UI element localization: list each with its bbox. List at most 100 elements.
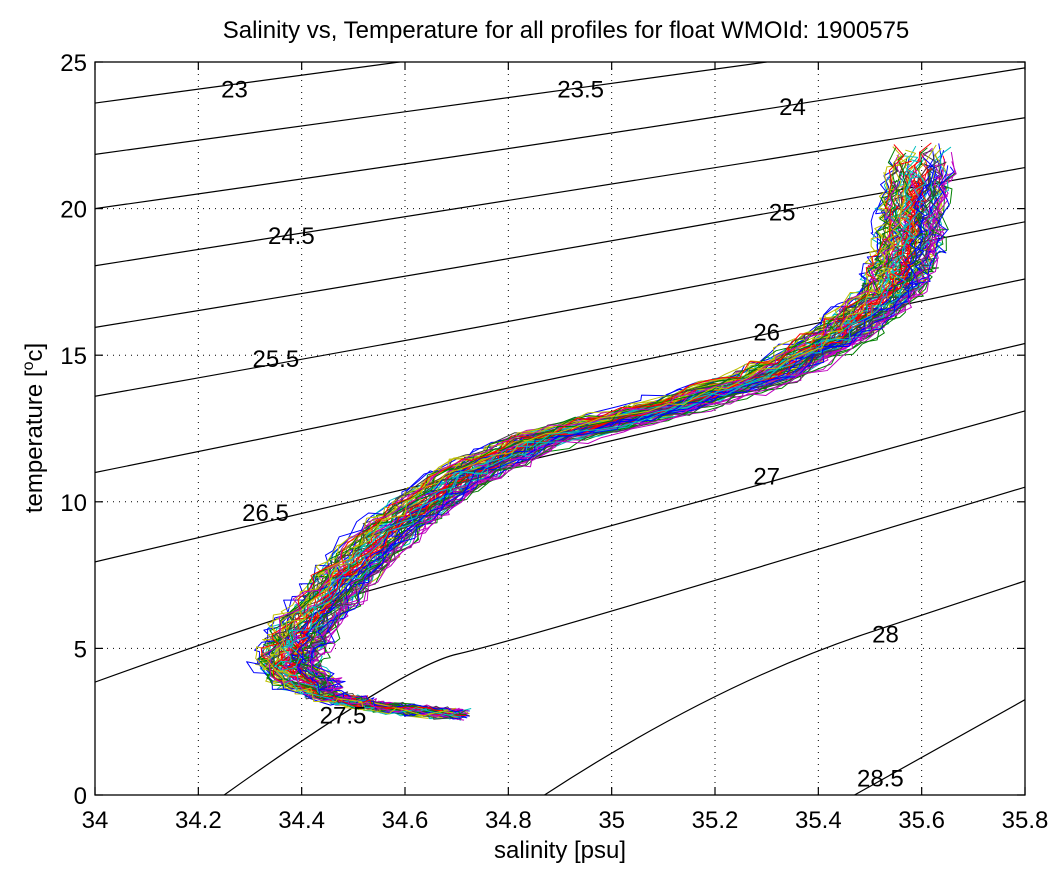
profile-line xyxy=(271,164,918,716)
isopycnal-line xyxy=(95,278,1025,474)
profile-line xyxy=(285,174,920,718)
profile-line xyxy=(309,166,955,713)
x-tick-label: 34 xyxy=(82,807,109,834)
profile-line xyxy=(310,161,957,720)
isopycnal-line xyxy=(95,117,1025,267)
profile-line xyxy=(295,174,929,715)
profile-line xyxy=(303,181,934,716)
profile-line xyxy=(303,183,944,718)
profile-line xyxy=(301,155,946,717)
profile-line xyxy=(304,161,947,718)
profile-line xyxy=(282,168,929,712)
isopycnal-line xyxy=(95,410,1025,683)
profile-line xyxy=(272,168,921,718)
profile-line xyxy=(303,168,943,716)
profile-line xyxy=(283,169,919,716)
isopycnal-line xyxy=(854,699,1025,795)
isopycnal-label: 24.5 xyxy=(268,223,315,250)
y-tick-label: 10 xyxy=(60,490,87,517)
profile-line xyxy=(273,172,912,716)
y-axis-label-degree: o xyxy=(20,361,37,370)
x-tick-label: 35.4 xyxy=(795,807,842,834)
profile-line xyxy=(307,164,945,719)
isopycnal-labels: 23 23.5 24 24.5 25 25.5 26 26.5 27 27.5 28 28.5 xyxy=(221,76,904,792)
profile-line xyxy=(296,153,941,717)
y-tick-label: 20 xyxy=(60,197,87,224)
x-tick-label: 34.6 xyxy=(382,807,429,834)
profile-line xyxy=(310,184,944,719)
isopycnal-label: 27 xyxy=(753,463,780,490)
profile-line xyxy=(258,147,899,715)
profile-line xyxy=(311,146,952,717)
isopycnal-line xyxy=(95,221,1025,397)
profile-line xyxy=(310,165,949,717)
profile-line xyxy=(270,170,909,717)
isopycnal-label: 26 xyxy=(753,320,780,347)
profile-line xyxy=(267,183,906,717)
isopycnal-label: 25.5 xyxy=(252,346,299,373)
x-tick-label: 35.6 xyxy=(898,807,945,834)
x-tick-label: 34.8 xyxy=(485,807,532,834)
profile-line xyxy=(307,183,948,715)
profile-line xyxy=(291,149,937,717)
profile-line xyxy=(296,156,935,720)
ticks xyxy=(94,61,1026,796)
profile-line xyxy=(291,173,932,719)
chart-title: Salinity vs, Temperature for all profile… xyxy=(223,17,910,44)
isopycnal-line xyxy=(95,62,405,104)
profile-line xyxy=(261,173,893,720)
profile-line xyxy=(283,174,927,717)
x-axis-label: salinity [psu] xyxy=(494,837,626,864)
isopycnal-line xyxy=(95,166,1025,328)
profile-line xyxy=(279,182,924,711)
isopycnal-label: 28.5 xyxy=(857,765,904,792)
profile-line xyxy=(287,183,924,720)
x-tick-label: 34.2 xyxy=(175,807,222,834)
x-tick-label: 34.4 xyxy=(278,807,325,834)
profile-line xyxy=(291,163,930,717)
profile-line xyxy=(268,173,915,720)
profile-line xyxy=(272,169,911,720)
profile-line xyxy=(276,158,914,719)
profile-line xyxy=(290,170,935,716)
isopycnal-lines xyxy=(95,62,1025,795)
isopycnal-label: 28 xyxy=(872,622,899,649)
profile-line xyxy=(304,149,945,718)
isopycnal-label: 23 xyxy=(221,76,248,103)
isopycnal-line xyxy=(223,486,1025,795)
x-tick-label: 35 xyxy=(598,807,625,834)
profile-line xyxy=(294,181,928,716)
profile-line xyxy=(303,169,944,718)
y-axis-label-main: temperature [ xyxy=(21,370,48,513)
y-tick-label: 5 xyxy=(74,636,87,663)
profile-line xyxy=(291,168,932,719)
isopycnal-line xyxy=(95,67,1025,210)
profile-line xyxy=(267,152,908,719)
x-tick-label: 35.8 xyxy=(1002,807,1049,834)
profile-line xyxy=(295,158,926,717)
y-tick-label: 15 xyxy=(60,343,87,370)
y-tick-label: 0 xyxy=(74,783,87,810)
profile-line xyxy=(276,173,919,718)
y-axis-label-unit: c] xyxy=(21,343,48,362)
profile-line xyxy=(309,147,950,715)
isopycnal-label: 26.5 xyxy=(242,500,289,527)
grid xyxy=(95,62,1025,795)
isopycnal-label: 25 xyxy=(769,200,796,227)
profile-line xyxy=(284,184,922,720)
y-tick-label: 25 xyxy=(60,50,87,77)
profile-line xyxy=(301,149,941,719)
isopycnal-line xyxy=(95,62,767,155)
isopycnal-label: 27.5 xyxy=(320,702,367,729)
x-tick-label: 35.2 xyxy=(692,807,739,834)
isopycnal-line xyxy=(544,580,1025,795)
y-axis-label: temperature [oc] xyxy=(20,343,48,513)
isopycnal-label: 23.5 xyxy=(557,76,604,103)
isopycnal-label: 24 xyxy=(779,94,806,121)
profile-line xyxy=(256,160,898,715)
axes-frame xyxy=(94,61,1026,796)
profile-line xyxy=(263,157,908,718)
y-tick-labels: 0 5 10 15 20 25 xyxy=(60,50,87,810)
profile-line xyxy=(276,174,916,718)
